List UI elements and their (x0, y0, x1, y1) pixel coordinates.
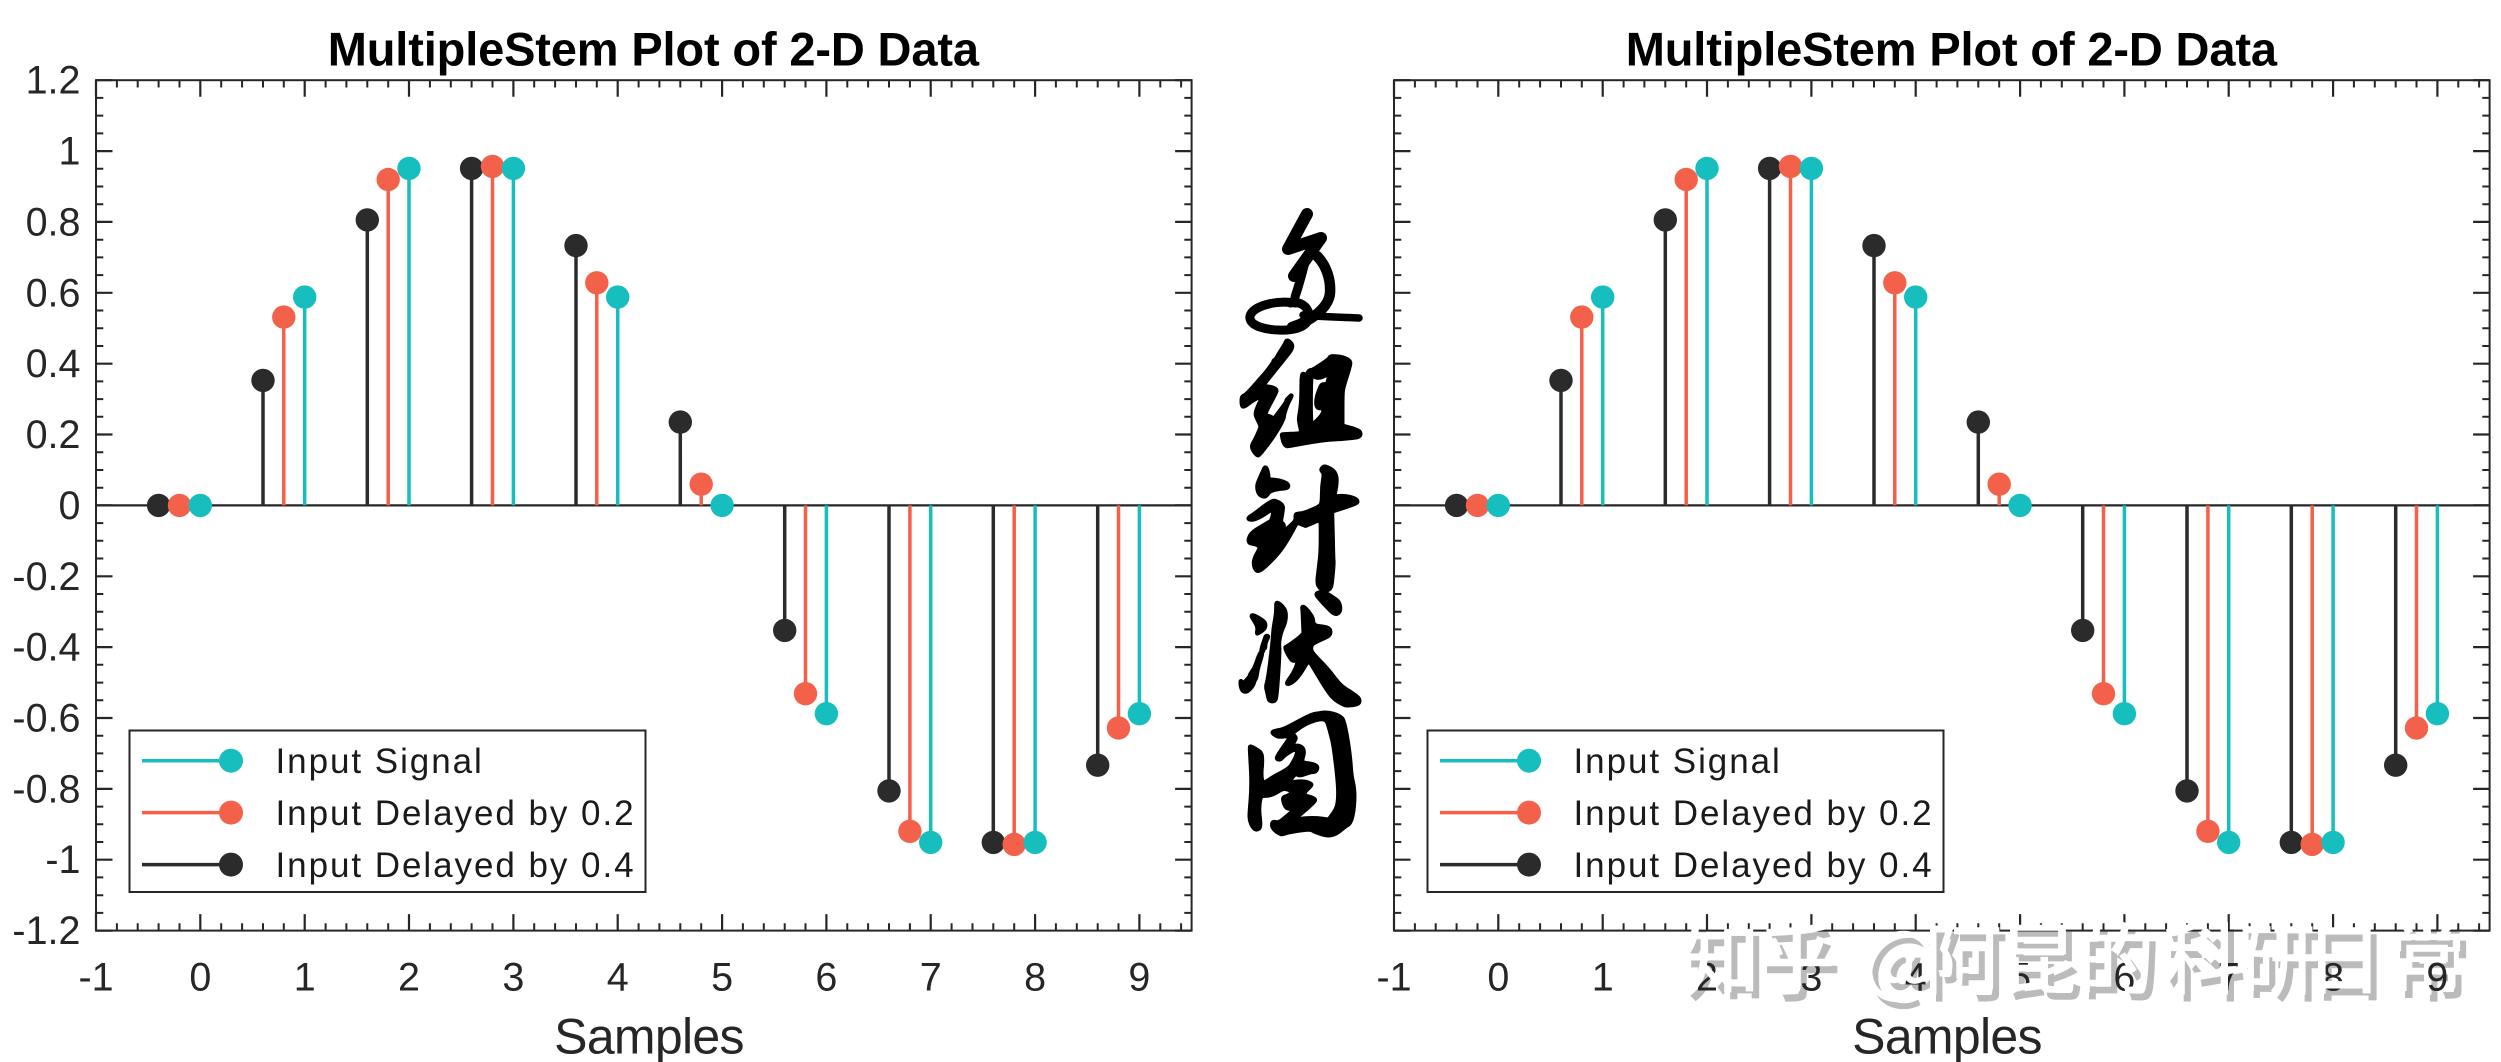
svg-text:-1.2: -1.2 (12, 909, 80, 953)
svg-text:0: 0 (59, 484, 81, 528)
svg-text:-0.8: -0.8 (12, 767, 80, 811)
svg-text:1.2: 1.2 (26, 59, 81, 103)
svg-text:0.8: 0.8 (26, 200, 81, 244)
svg-text:0.4: 0.4 (26, 342, 81, 386)
svg-text:1: 1 (59, 130, 81, 174)
svg-text:-0.6: -0.6 (12, 697, 80, 741)
svg-text:-0.4: -0.4 (12, 626, 80, 670)
svg-text:0.6: 0.6 (26, 271, 81, 315)
svg-text:0.2: 0.2 (26, 413, 81, 457)
svg-text:9: 9 (2426, 955, 2448, 999)
svg-text:-1: -1 (45, 838, 80, 882)
svg-text:-0.2: -0.2 (12, 555, 80, 599)
